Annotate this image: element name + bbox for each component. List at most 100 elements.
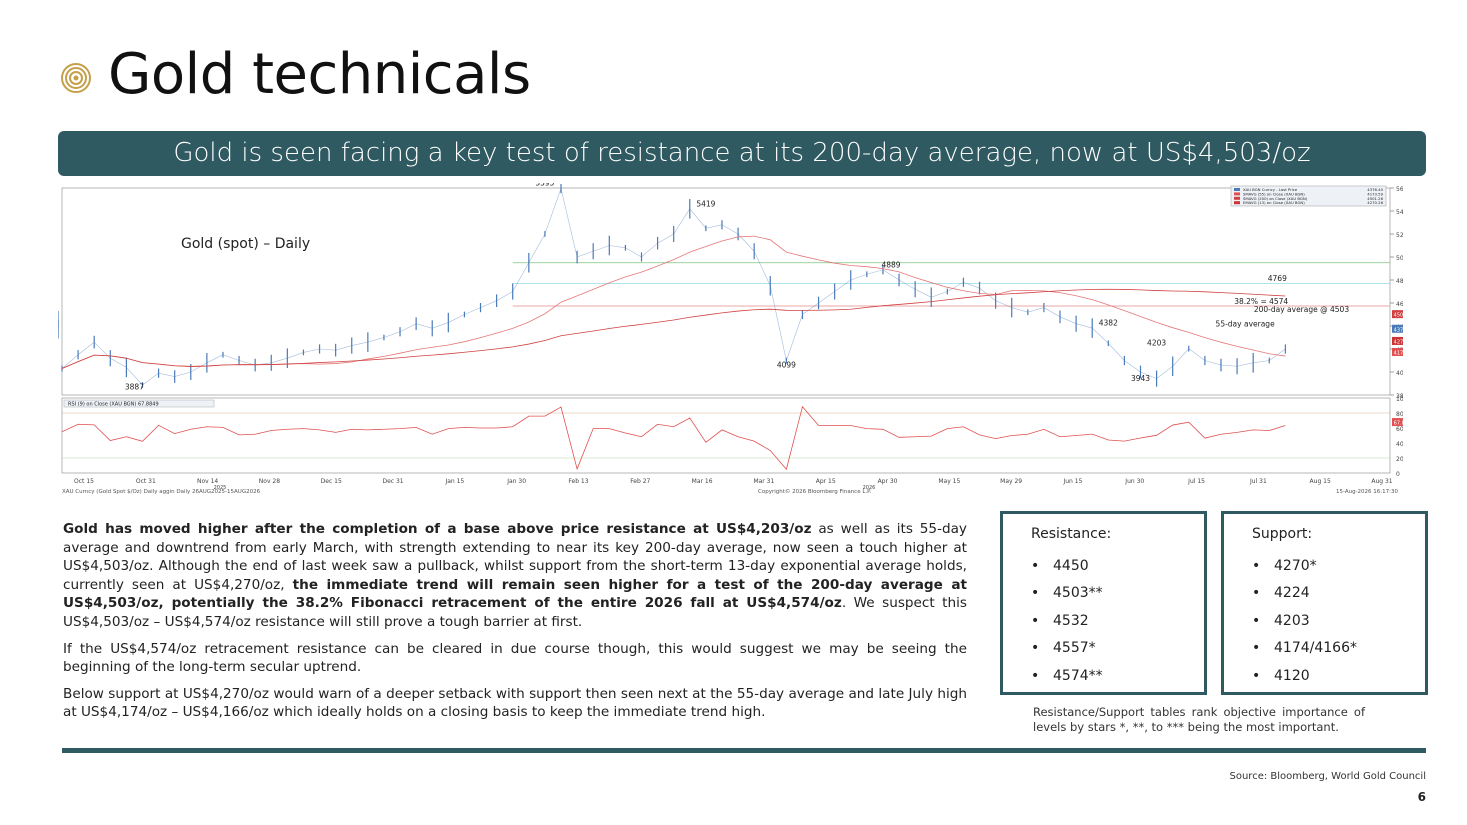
y-tick-label: 4000 [1396, 370, 1403, 377]
y-tick-label: 4600 [1396, 301, 1403, 308]
gold-chart: 3800400042004400460048005000520054005600… [58, 183, 1403, 497]
x-tick-label: Jun 30 [1124, 478, 1144, 485]
resistance-level: • 4532 [1031, 607, 1204, 635]
rsi-tick-label: 40 [1396, 441, 1403, 448]
support-value: 4120 [1274, 667, 1310, 684]
legend-label: XAU BGN Curncy - Last Price [1243, 187, 1298, 192]
bullet: • [1252, 640, 1261, 657]
p1-bold: Gold has moved higher after the completi… [63, 521, 812, 537]
support-value: 4224 [1274, 585, 1310, 602]
paragraph-2: If the US$4,574/oz retracement resistanc… [63, 640, 967, 676]
resistance-value: 4574** [1053, 667, 1103, 684]
page-title: Gold technicals [108, 42, 531, 107]
legend-label: SMAVG (200) on Close (XAU BGN) [1243, 196, 1308, 201]
price-tag-label: 4173.59 [1394, 350, 1403, 356]
chart-annotation: 3887 [125, 382, 144, 391]
bullet: • [1031, 640, 1040, 657]
support-level: • 4174/4166* [1252, 635, 1425, 663]
rsi-legend-label: RSI (9) on Close (XAU BGN) 67.8849 [68, 402, 159, 408]
price-tag [1392, 347, 1403, 356]
bullet: • [1252, 612, 1261, 629]
rsi-tick-label: 20 [1396, 456, 1403, 463]
y-tick-label: 5200 [1396, 232, 1403, 239]
price-tag-label: 4503.26 [1394, 313, 1403, 319]
bullet: • [1031, 585, 1040, 602]
chart-canvas: 3800400042004400460048005000520054005600… [58, 183, 1403, 495]
support-list: • 4270* • 4224 • 4203 • 4174/4166* • 4120 [1252, 552, 1425, 690]
legend-label: SMAVG (55) on Close (XAU BGN) [1243, 191, 1305, 196]
x-tick-label: Nov 28 [259, 478, 280, 485]
p1-rest: as well as its 55-day average and downtr… [63, 521, 967, 593]
rsi-panel [61, 397, 1391, 474]
legend-value: 4173.59 [1367, 191, 1383, 196]
resistance-value: 4450 [1053, 557, 1089, 574]
rsi-tag-label: 67.8849 [1394, 421, 1403, 427]
x-year-label: 2025 [214, 485, 227, 491]
chart-annotation: 4889 [881, 260, 900, 269]
x-tick-label: Feb 27 [630, 478, 650, 485]
price-tag-label: 4270.26 [1394, 339, 1403, 345]
rsi-tick-label: 0 [1396, 471, 1400, 478]
support-level: • 4270* [1252, 552, 1425, 580]
resistance-value: 4532 [1053, 612, 1089, 629]
source-note: Source: Bloomberg, World Gold Council [1229, 771, 1427, 782]
chart-annotation: 200-day average @ 4503 [1254, 305, 1349, 314]
y-tick-label: 3800 [1396, 393, 1403, 400]
legend-value: 4501.26 [1367, 196, 1383, 201]
chart-annotation: 55-day average [1216, 320, 1276, 329]
chart-annotation: 4382 [1099, 318, 1118, 327]
support-value: 4270* [1274, 557, 1317, 574]
x-tick-label: Mar 16 [692, 478, 713, 485]
bullet: • [1252, 667, 1261, 684]
legend-label: EMAVG (13) on Close (XAU BGN) [1243, 200, 1305, 205]
x-tick-label: Jan 30 [506, 478, 526, 485]
rsi-legend [63, 399, 215, 408]
legend-value: 4270.26 [1367, 200, 1383, 205]
x-tick-label: Dec 31 [382, 478, 403, 485]
chart-annotation: 38.2% = 4574 [1234, 297, 1288, 306]
rsi-tick-label: 80 [1396, 411, 1403, 418]
price-tag-label: 4376.40 [1394, 327, 1403, 333]
x-tick-label: May 29 [1000, 478, 1022, 485]
chart-legend [1230, 185, 1387, 207]
legend-swatch [1234, 192, 1240, 196]
p1-end: . We suspect this US$4,503/oz – US$4,574… [63, 595, 967, 630]
rsi-tag [1392, 418, 1403, 427]
x-tick-label: Jul 31 [1249, 478, 1267, 485]
x-tick-label: Mar 31 [753, 478, 774, 485]
x-tick-label: Jun 15 [1062, 478, 1082, 485]
x-tick-label: Aug 31 [1371, 478, 1392, 485]
resistance-value: 4557* [1053, 640, 1096, 657]
x-tick-label: Jul 15 [1187, 478, 1205, 485]
chart-footer-left: XAU Curncy (Gold Spot $/Oz) Daily aggin … [62, 489, 261, 495]
x-tick-label: May 15 [938, 478, 960, 485]
chart-annotation: 5595 [535, 183, 554, 188]
support-table: Support: • 4270* • 4224 • 4203 • 4174/4166* • 412… [1221, 511, 1428, 695]
legend-swatch [1234, 196, 1240, 200]
chart-footer-center: Copyright© 2026 Bloomberg Finance L.P. [758, 488, 872, 495]
chart-footer-right: 15-Aug-2026 16:17:30 [1336, 489, 1399, 495]
support-level: • 4120 [1252, 662, 1425, 690]
legend-value: 4376.40 [1367, 187, 1383, 192]
resistance-list: • 4450 • 4503** • 4532 • 4557* • 4574** [1031, 552, 1204, 690]
resistance-level: • 4557* [1031, 635, 1204, 663]
divider [62, 748, 1426, 753]
price-tag [1392, 336, 1403, 345]
support-value: 4203 [1274, 612, 1310, 629]
x-tick-label: Oct 15 [74, 478, 94, 485]
x-tick-label: Apr 15 [816, 478, 836, 485]
chart-title: Gold (spot) – Daily [181, 236, 311, 252]
bullet: • [1031, 667, 1040, 684]
price-panel [61, 187, 1391, 396]
support-title: Support: [1252, 526, 1313, 542]
bullet: • [1252, 557, 1261, 574]
headline-banner: Gold is seen facing a key test of resist… [58, 131, 1426, 176]
bullet: • [1031, 557, 1040, 574]
x-tick-label: Apr 30 [878, 478, 898, 485]
y-tick-label: 5600 [1396, 186, 1403, 193]
y-tick-label: 5000 [1396, 255, 1403, 262]
rsi-line [61, 405, 1286, 471]
legend-swatch [1234, 188, 1240, 191]
logo-icon [61, 63, 91, 93]
x-year-label: 2026 [863, 485, 876, 491]
